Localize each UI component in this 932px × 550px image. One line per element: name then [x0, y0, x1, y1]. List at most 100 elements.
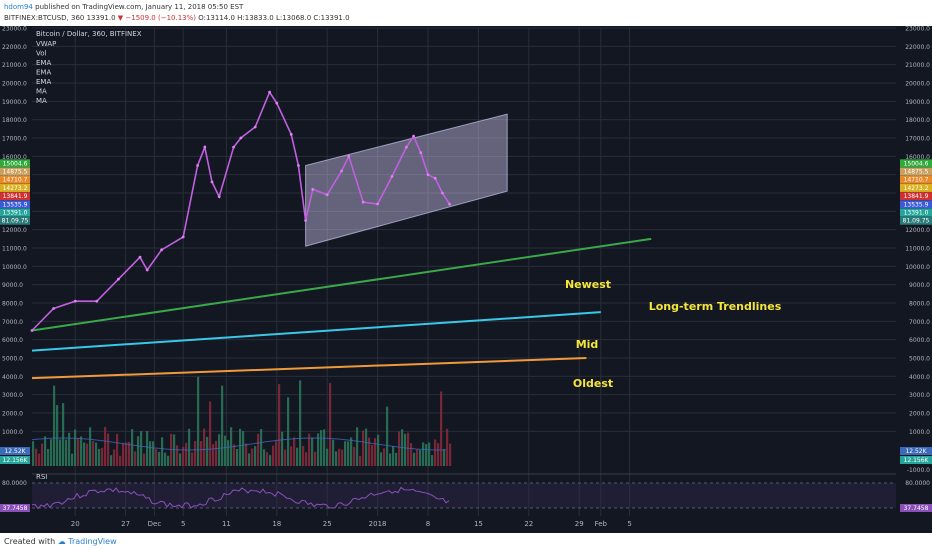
volume-bar [440, 391, 443, 466]
volume-bar [194, 441, 197, 466]
volume-bar [404, 433, 407, 466]
y-tick-label-right: 19000.0 [905, 99, 930, 106]
y-tick-label-right: 3000.0 [909, 392, 930, 399]
volume-label-text-left: 12.52K [4, 448, 26, 455]
indicator-label: EMA [36, 59, 51, 67]
volume-bar [32, 441, 35, 466]
y-tick-label-left: 4000.0 [2, 374, 23, 381]
y-tick-label-left: 17000.0 [2, 136, 27, 143]
x-tick-label: 18 [272, 520, 281, 528]
price-point [138, 255, 142, 259]
price-point [441, 191, 444, 195]
volume-label-bg-left [0, 447, 30, 455]
volume-bar [74, 429, 77, 466]
volume-bar [134, 451, 137, 466]
x-tick-label: 8 [426, 520, 430, 528]
volume-bar [80, 436, 83, 466]
volume-bar [167, 455, 170, 466]
trendlines [31, 237, 652, 380]
price-label-bg-left [0, 200, 30, 209]
rsi-band [32, 483, 896, 508]
volume-bar [293, 437, 296, 466]
y-tick-label-right: 21000.0 [905, 62, 930, 69]
volume-bar [308, 433, 311, 466]
price-label-text-left: 14710.7 [3, 177, 28, 184]
price-label-bg [900, 183, 932, 192]
indicator-label: VWAP [36, 40, 56, 48]
price-label-bg [900, 175, 932, 184]
tradingview-logo-icon[interactable]: ☁ [57, 537, 66, 546]
volume-bar [245, 443, 248, 466]
price-chart[interactable]: RSI 80.0000 80.0000 37.7458 37.7458 20 27 Dec 5… [0, 26, 932, 533]
y-tick-label-left: 15000.0 [2, 172, 27, 179]
price-point [340, 169, 343, 173]
volume-bar [410, 443, 413, 466]
volume-bar [200, 441, 203, 466]
footer: Created with ☁ TradingView [0, 533, 932, 550]
chart-area[interactable]: RSI 80.0000 80.0000 37.7458 37.7458 20 27 Dec 5… [0, 26, 932, 533]
indicator-label: Vol [36, 50, 47, 58]
tradingview-brand[interactable]: TradingView [68, 537, 117, 546]
rsi-top-label: 80.0000 [905, 480, 930, 487]
volume-bar [68, 432, 71, 466]
rsi-top-label-left: 80.0000 [2, 480, 27, 487]
price-point [361, 200, 365, 204]
volume-bar [374, 438, 377, 466]
price-point [145, 268, 149, 272]
y-tick-label-right: 4000.0 [909, 374, 930, 381]
indicator-label: MA [36, 88, 47, 96]
volume-bar [398, 431, 401, 466]
x-tick-label: 5 [627, 520, 631, 528]
y-tick-label-left: 11000.0 [2, 246, 27, 253]
volume-bar [431, 455, 434, 466]
y-tick-label-right: 20000.0 [905, 81, 930, 88]
volume-bar [164, 452, 167, 466]
volume-bar [77, 437, 80, 466]
price-label-text: 15004.6 [904, 160, 929, 167]
volume-bar [242, 431, 245, 466]
y-tick-label-right: 7000.0 [909, 319, 930, 326]
volume-bar [446, 428, 449, 466]
volume-bar [98, 448, 101, 466]
volume-bar [224, 435, 227, 466]
volume-bar [206, 436, 209, 466]
price-label-text: 14875.5 [904, 169, 929, 176]
author-link[interactable]: hdom94 [4, 3, 33, 11]
volume-bar [233, 444, 236, 466]
volume-bar [362, 430, 365, 466]
ohlc-values: O:13114.0 H:13833.0 L:13068.0 C:13391.0 [198, 14, 350, 22]
volume-bar [326, 448, 329, 466]
rsi-label: RSI [36, 473, 47, 481]
volume-bar [101, 447, 104, 466]
volume-bar [260, 428, 263, 466]
volume-bar [278, 384, 281, 466]
volume-bar [191, 452, 194, 466]
chart-title: Bitcoin / Dollar, 360, BITFINEX [36, 30, 142, 38]
y-tick-label-right: 18000.0 [905, 117, 930, 124]
annotation-label: Mid [576, 338, 599, 351]
price-label-bg [900, 192, 932, 201]
price-point [419, 151, 423, 155]
price-label-bg [900, 159, 932, 168]
y-tick-label-left: 21000.0 [2, 62, 27, 69]
volume-label-text: 12.52K [905, 448, 927, 455]
price-point [347, 154, 351, 158]
volume-bar [284, 449, 287, 466]
volume-bar [197, 376, 200, 466]
volume-bar [50, 439, 53, 466]
rsi-value-label-left: 37.7458 [3, 505, 28, 512]
price-label-text: 13841.9 [904, 193, 929, 200]
price-label-bg-left [0, 167, 30, 176]
volume-bar [377, 434, 380, 466]
volume-bar [65, 439, 68, 466]
volume-bar [299, 380, 302, 466]
volume-bar [161, 437, 164, 466]
volume-bar [281, 431, 284, 466]
publish-info: hdom94 published on TradingView.com, Jan… [4, 3, 243, 11]
volume-bar [248, 453, 251, 466]
y-tick-label-right: 1000.0 [909, 429, 930, 436]
volume-bar [59, 439, 62, 466]
rsi-line [31, 486, 450, 510]
y-tick-label-left: 6000.0 [2, 337, 23, 344]
price-point [268, 90, 271, 94]
